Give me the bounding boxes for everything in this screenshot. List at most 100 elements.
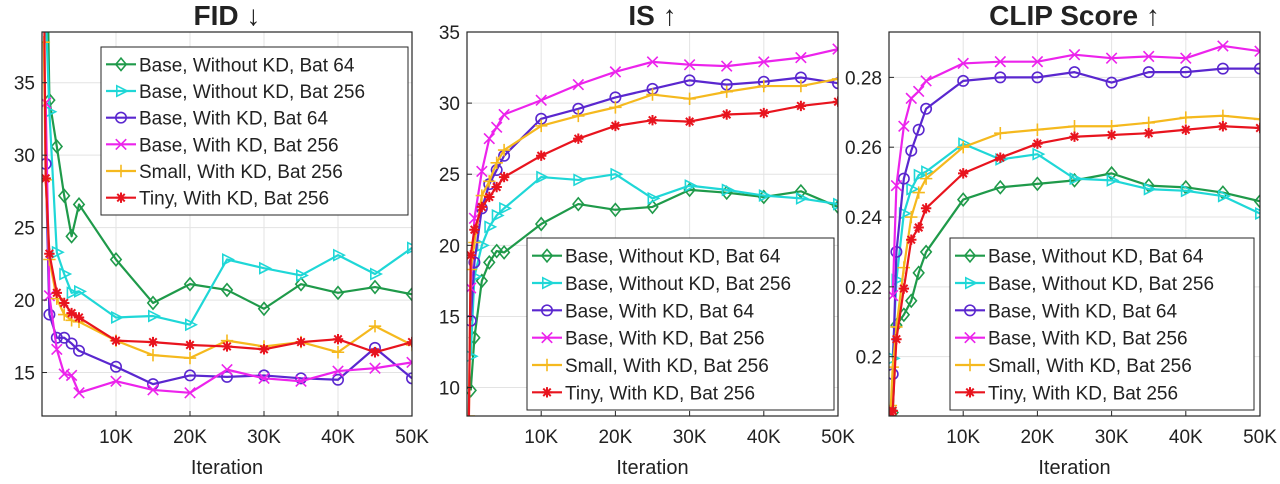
series-base-without-kd-bat256: [467, 167, 838, 363]
data-point: [890, 179, 903, 192]
data-point: [913, 168, 927, 182]
data-point: [73, 344, 86, 357]
chart-title: CLIP Score ↑: [989, 0, 1160, 31]
legend-marker: [541, 276, 555, 290]
legend-marker: [963, 248, 977, 264]
data-point: [490, 121, 503, 134]
data-point: [1255, 207, 1260, 221]
series-line: [469, 188, 838, 391]
data-point: [257, 301, 271, 317]
legend-label: Base, With KD, Bat 256: [988, 329, 1188, 350]
data-point: [906, 234, 917, 245]
y-tick-label: 30: [14, 146, 35, 167]
data-point: [185, 318, 198, 332]
x-tick-label: 40K: [747, 427, 781, 448]
data-point: [369, 267, 383, 281]
chart-title: FID ↓: [194, 0, 261, 31]
data-point: [1031, 176, 1044, 192]
legend-marker: [540, 358, 554, 372]
data-point: [294, 276, 308, 292]
data-point: [110, 375, 122, 387]
data-point: [1217, 189, 1231, 203]
series-line: [43, 32, 412, 354]
legend-label: Base, Without KD, Bat 256: [139, 82, 365, 103]
data-point: [51, 245, 65, 259]
data-point: [684, 116, 695, 127]
data-point: [73, 387, 85, 399]
data-point: [406, 241, 412, 255]
legend-label: Small, With KD, Bat 256: [565, 356, 769, 377]
data-point: [898, 283, 910, 294]
data-point: [369, 347, 381, 358]
data-point: [405, 286, 412, 302]
data-point: [891, 334, 902, 345]
data-point: [183, 276, 197, 292]
data-point: [498, 171, 510, 183]
series-line: [467, 100, 838, 416]
data-point: [65, 369, 78, 382]
data-point: [184, 369, 197, 382]
legend-marker: [963, 358, 977, 372]
data-point: [43, 308, 56, 321]
legend-label: Base, Without KD, Bat 64: [139, 55, 355, 76]
data-point: [957, 141, 970, 154]
data-point: [369, 362, 381, 374]
data-point: [66, 286, 80, 300]
data-point: [758, 107, 769, 119]
data-point: [536, 150, 547, 161]
legend-marker: [116, 84, 129, 98]
data-point: [794, 79, 808, 93]
data-point: [795, 51, 807, 64]
series-tiny-with-kd-bat256: [42, 32, 412, 358]
data-point: [1069, 131, 1080, 142]
legend-box: [526, 237, 835, 411]
data-point: [647, 191, 661, 205]
data-point: [484, 191, 495, 203]
data-point: [994, 127, 1007, 140]
data-point: [994, 179, 1007, 195]
x-tick-label: 10K: [99, 427, 133, 448]
legend-entry-small-with-kd-bat256: Small, With KD, Bat 256: [955, 356, 1192, 377]
data-point: [1069, 172, 1083, 186]
data-point: [1217, 121, 1229, 132]
chart-is: IS ↑ 10K 20K 30K 40K 50K 10 15 20 25 30 35 Iteration…: [439, 0, 855, 479]
y-tick-label: 35: [14, 74, 35, 95]
data-point: [898, 120, 910, 133]
data-point: [1143, 128, 1154, 139]
data-point: [913, 222, 924, 233]
data-point: [497, 244, 511, 260]
data-point: [221, 341, 233, 352]
data-point: [1142, 50, 1155, 63]
series-small-with-kd-bat256: [889, 109, 1260, 412]
legend-entry-base-with-kd-bat64: Base, With KD, Bat 64: [955, 301, 1177, 322]
data-point: [1179, 111, 1192, 124]
data-point: [148, 309, 161, 323]
data-point: [758, 189, 772, 203]
x-tick-label: 30K: [1095, 427, 1129, 448]
legend-entry-base-without-kd-bat64: Base, Without KD, Bat 64: [532, 247, 781, 268]
data-point: [795, 100, 807, 112]
data-point: [994, 55, 1007, 68]
legend-label: Base, With KD, Bat 64: [988, 301, 1177, 322]
x-tick-label: 20K: [598, 427, 632, 448]
legend-entry-base-with-kd-bat256: Base, With KD, Bat 256: [955, 329, 1188, 350]
x-tick-label: 10K: [946, 427, 980, 448]
data-point: [146, 348, 160, 362]
axes-frame: [888, 31, 1261, 417]
data-point: [368, 319, 382, 333]
data-point: [184, 387, 196, 399]
data-point: [1106, 129, 1117, 141]
data-point: [912, 265, 925, 281]
plot-area: [889, 40, 1260, 416]
data-point: [1254, 45, 1260, 57]
data-point: [475, 273, 489, 289]
x-tick-label: 50K: [1243, 427, 1277, 448]
data-point: [183, 351, 197, 365]
series-tiny-with-kd-bat256: [889, 121, 1260, 416]
data-point: [795, 191, 809, 205]
data-point: [610, 120, 621, 132]
data-point: [912, 186, 925, 199]
data-point: [683, 58, 696, 71]
series-base-with-kd-bat64: [889, 62, 1260, 381]
x-axis-label: Iteration: [1038, 457, 1110, 479]
